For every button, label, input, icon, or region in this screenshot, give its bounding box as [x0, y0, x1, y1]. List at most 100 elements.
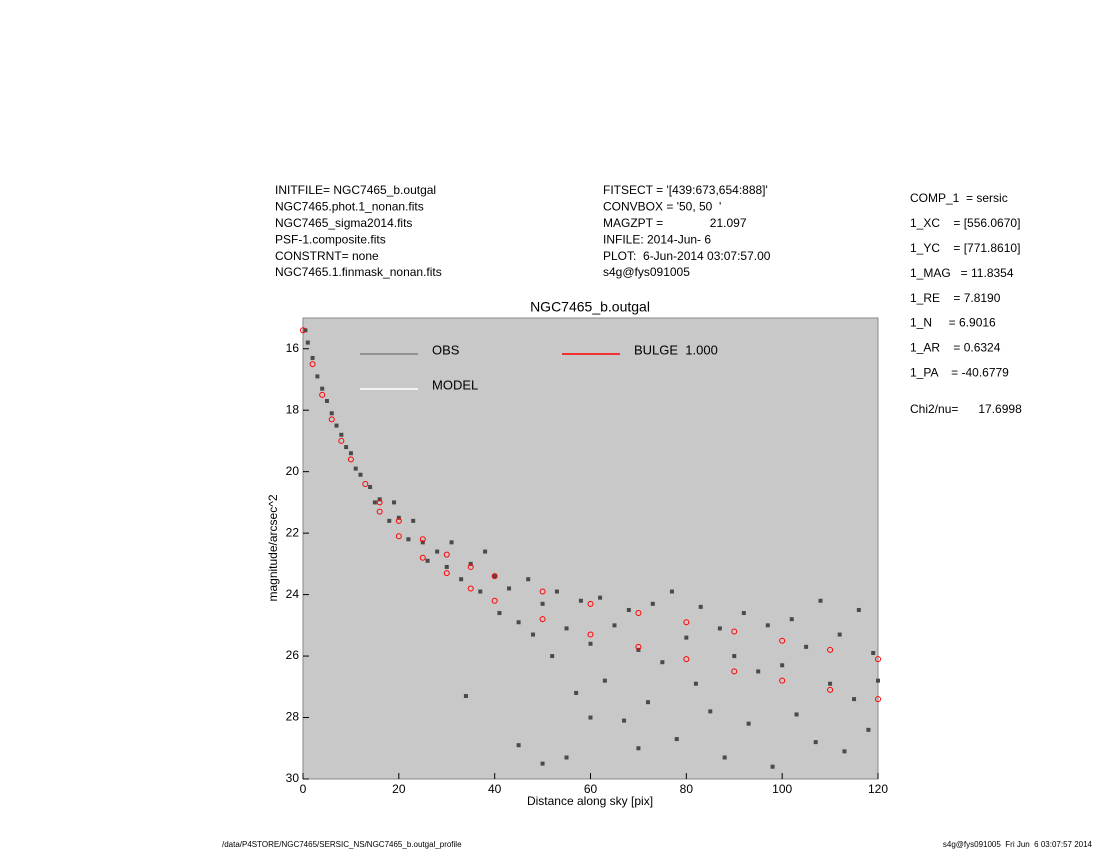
footer-right: s4g@fys091005 Fri Jun 6 03:07:57 2014: [943, 840, 1093, 849]
point: [875, 656, 881, 663]
point: [626, 607, 631, 612]
param: 1_PA = -40.6779: [910, 365, 1009, 379]
point: [684, 635, 689, 640]
point: [387, 518, 392, 523]
point: [554, 589, 559, 594]
point: [779, 637, 786, 644]
point: [376, 499, 383, 506]
x-tick-label: 100: [772, 782, 792, 796]
info-middle: PLOT: 6-Jun-2014 03:07:57.00: [603, 249, 771, 263]
y-tick-label: 18: [286, 402, 300, 416]
point: [540, 761, 545, 766]
point: [731, 668, 738, 675]
point: [392, 500, 397, 505]
point: [449, 540, 454, 545]
point: [338, 437, 345, 444]
point: [683, 619, 690, 626]
point: [732, 654, 737, 659]
point: [531, 632, 535, 637]
point: [587, 600, 594, 607]
point: [818, 598, 823, 603]
point: [467, 585, 474, 592]
point: [395, 517, 402, 524]
point: [315, 374, 320, 379]
point: [329, 411, 334, 416]
y-axis-label: magnitude/arcsec^2: [266, 494, 280, 601]
param: 1_YC = [771.8610]: [910, 241, 1020, 255]
point: [827, 686, 834, 693]
info-left: PSF-1.composite.fits: [275, 232, 386, 246]
point: [731, 628, 738, 635]
point: [674, 737, 679, 742]
point: [411, 518, 416, 523]
point: [588, 641, 593, 646]
point: [779, 677, 786, 684]
legend-label: BULGE 1.000: [634, 342, 718, 357]
param: 1_AR = 0.6324: [910, 341, 1001, 355]
point: [789, 617, 794, 622]
info-left: CONSTRNT= none: [275, 249, 379, 263]
point: [722, 755, 727, 760]
point: [516, 743, 521, 748]
point: [741, 611, 746, 616]
point: [463, 694, 468, 699]
chi2: Chi2/nu= 17.6998: [910, 402, 1022, 416]
point: [395, 533, 402, 540]
point: [478, 589, 483, 594]
point: [866, 727, 871, 732]
point: [353, 466, 358, 471]
point: [693, 681, 698, 686]
point: [467, 563, 474, 570]
point: [468, 561, 473, 566]
point: [419, 536, 426, 543]
info-middle: FITSECT = '[439:673,654:888]': [603, 183, 768, 197]
point: [362, 480, 369, 487]
point: [837, 632, 842, 637]
info-left: NGC7465_sigma2014.fits: [275, 216, 412, 230]
point: [746, 721, 751, 726]
info-left: NGC7465.1.finmask_nonan.fits: [275, 265, 442, 279]
point: [540, 601, 545, 606]
point: [635, 610, 642, 617]
point: [300, 327, 306, 334]
point: [842, 749, 847, 754]
y-tick-label: 26: [286, 648, 300, 662]
point: [334, 423, 339, 428]
point: [564, 755, 569, 760]
point: [443, 551, 450, 558]
point: [683, 656, 690, 663]
point: [813, 740, 818, 745]
point: [852, 697, 857, 702]
param: 1_MAG = 11.8354: [910, 266, 1014, 280]
x-tick-label: 60: [584, 782, 598, 796]
info-middle: INFILE: 2014-Jun- 6: [603, 232, 711, 246]
info-middle: CONVBOX = '50, 50 ': [603, 200, 721, 214]
point: [871, 650, 876, 655]
x-tick-label: 120: [868, 782, 888, 796]
point: [368, 485, 373, 490]
point: [756, 669, 761, 674]
point: [636, 647, 641, 652]
point: [491, 597, 498, 604]
point: [780, 663, 785, 668]
param: 1_XC = [556.0670]: [910, 216, 1020, 230]
point: [348, 451, 353, 456]
y-tick-label: 30: [286, 771, 300, 785]
point: [539, 616, 546, 623]
point: [564, 626, 569, 631]
chart-title: NGC7465_b.outgal: [530, 299, 650, 315]
point: [646, 700, 650, 705]
info-left: NGC7465.phot.1_nonan.fits: [275, 200, 424, 214]
point: [804, 644, 809, 649]
point: [698, 604, 703, 609]
point: [856, 607, 861, 612]
point: [578, 598, 583, 603]
y-tick-label: 24: [286, 587, 300, 601]
point: [497, 611, 502, 616]
point: [516, 620, 521, 625]
point: [406, 537, 411, 542]
point: [491, 573, 498, 580]
point: [539, 588, 546, 595]
info-middle: MAGZPT = 21.097: [603, 216, 747, 230]
